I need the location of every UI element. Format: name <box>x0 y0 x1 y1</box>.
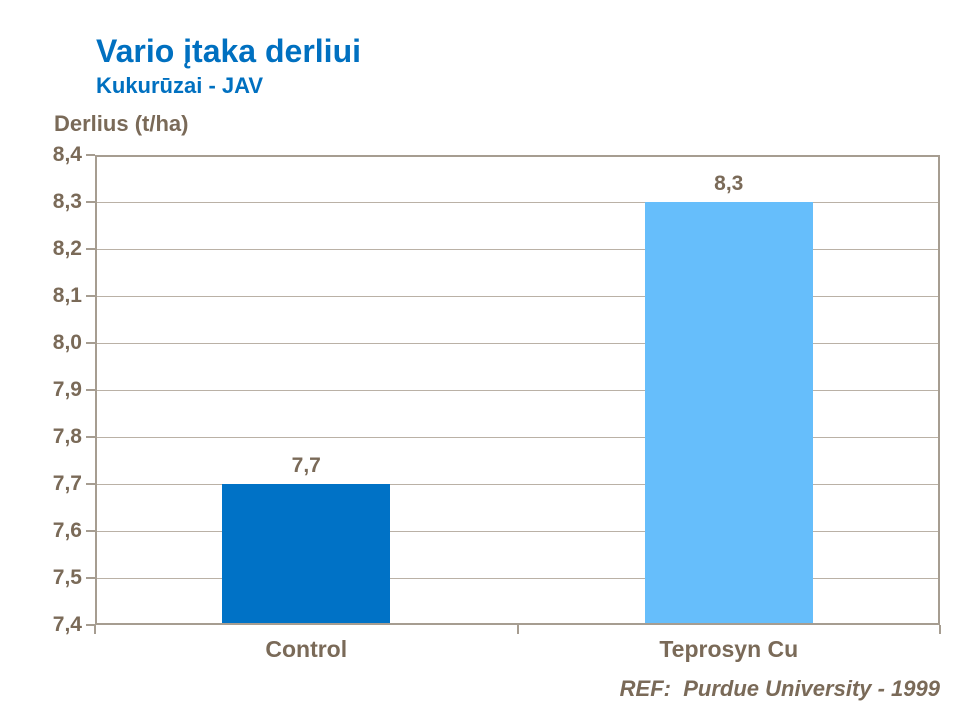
y-axis-label: Derlius (t/ha) <box>54 111 189 136</box>
page-subtitle: Kukurūzai - JAV <box>96 73 264 98</box>
page-title: Vario įtaka derliui <box>96 33 361 69</box>
gridline <box>95 483 940 485</box>
y-tick-label: 8,3 <box>52 190 82 213</box>
y-tick-label: 7,8 <box>52 425 82 448</box>
y-tick-label: 7,9 <box>52 378 82 401</box>
x-axis-tick <box>939 625 941 634</box>
bar-value-label: 8,3 <box>714 172 744 195</box>
y-axis-tick <box>86 436 95 438</box>
y-axis-tick <box>86 577 95 579</box>
y-tick-label: 7,7 <box>52 472 82 495</box>
y-tick-label: 8,4 <box>52 143 82 166</box>
y-tick-label: 7,4 <box>52 613 82 636</box>
y-tick-label: 8,1 <box>52 284 82 307</box>
reference-note: REF: Purdue University - 1999 <box>619 676 940 701</box>
gridline <box>95 342 940 344</box>
gridline <box>95 295 940 297</box>
y-axis-tick <box>86 248 95 250</box>
y-tick-label: 7,6 <box>52 519 82 542</box>
y-tick-label: 8,0 <box>52 331 82 354</box>
y-axis-tick <box>86 483 95 485</box>
gridline <box>95 248 940 250</box>
x-axis-tick <box>516 625 519 634</box>
y-axis-tick <box>86 389 95 391</box>
gridline <box>95 436 940 438</box>
bar-value-label: 7,7 <box>291 454 321 477</box>
bar-teprosyn-cu <box>644 202 813 625</box>
gridline <box>95 530 940 532</box>
y-tick-label: 7,5 <box>52 566 82 589</box>
category-label: Teprosyn Cu <box>659 636 799 662</box>
category-label: Control <box>265 636 348 662</box>
y-axis-tick <box>86 624 95 626</box>
bar-control <box>222 484 391 625</box>
y-axis-tick <box>86 530 95 532</box>
gridline <box>95 389 940 391</box>
y-axis-tick <box>86 154 95 156</box>
gridline <box>95 577 940 579</box>
gridline <box>95 201 940 203</box>
y-axis-tick <box>86 342 95 344</box>
y-tick-label: 8,2 <box>52 237 82 260</box>
y-axis-tick <box>86 201 95 203</box>
y-axis-tick <box>86 295 95 297</box>
x-axis-tick <box>94 625 96 634</box>
